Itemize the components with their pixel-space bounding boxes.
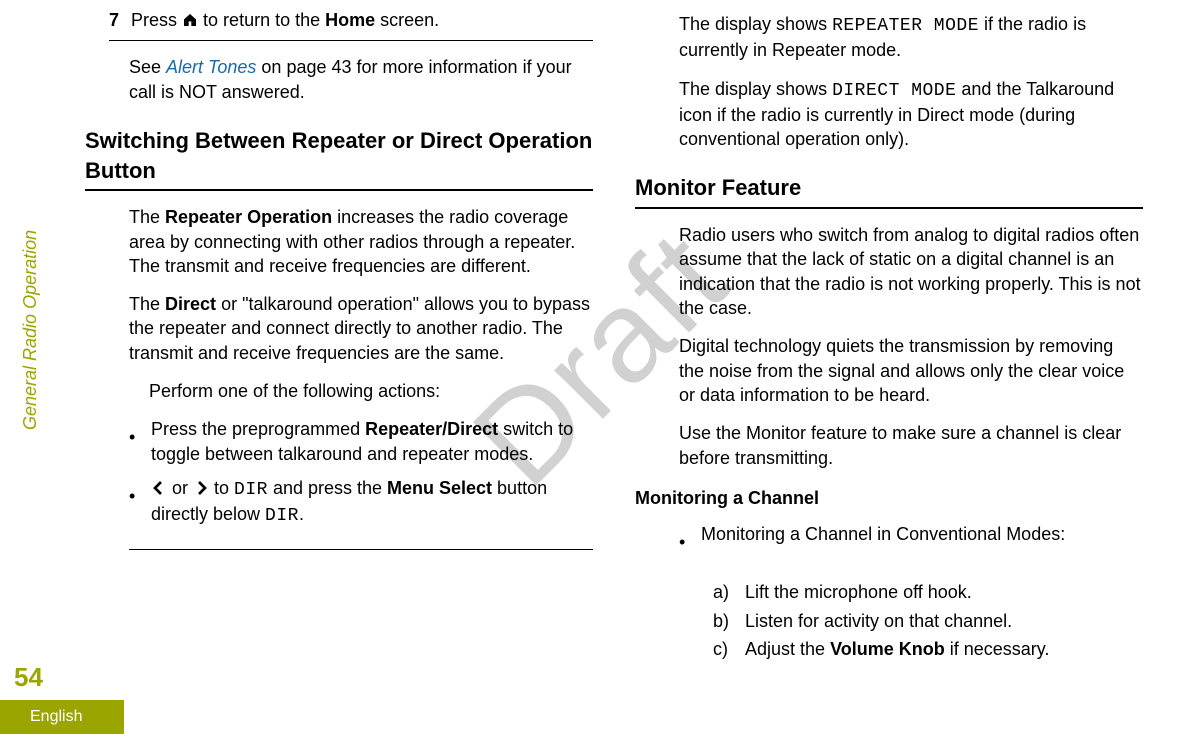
display-direct-mode: The display shows DIRECT MODE and the Ta… [679, 77, 1143, 152]
section-vertical-label: General Radio Operation [20, 230, 41, 430]
bullet-list: Press the preprogrammed Repeater/Direct … [129, 417, 593, 549]
monitor-para1: Radio users who switch from analog to di… [679, 223, 1143, 320]
b2-mono2: DIR [265, 506, 299, 526]
para-repeater-op: The Repeater Operation increases the rad… [129, 205, 593, 278]
bullet-dot-icon [129, 425, 135, 466]
sub-step-b: b) Listen for activity on that channel. [713, 609, 1143, 633]
sub-c-post: if necessary. [945, 639, 1050, 659]
disp1-mono: REPEATER MODE [832, 16, 979, 36]
column-left: 7 Press to return to the Home screen. Se… [85, 0, 593, 665]
see-alert-note: See Alert Tones on page 43 for more info… [129, 55, 593, 104]
language-indicator: English [0, 700, 124, 734]
para-direct: The Direct or "talkaround operation" all… [129, 292, 593, 365]
b2-end: . [299, 504, 304, 524]
display-repeater-mode: The display shows REPEATER MODE if the r… [679, 12, 1143, 63]
para2-pre: The [129, 294, 165, 314]
heading-repeater-direct: Switching Between Repeater or Direct Ope… [85, 126, 593, 191]
column-right: The display shows REPEATER MODE if the r… [635, 0, 1143, 665]
sub-c-text: Adjust the Volume Knob if necessary. [745, 637, 1049, 661]
step-7-pre: Press [131, 10, 182, 30]
para2-bold: Direct [165, 294, 216, 314]
b1-bold: Repeater/Direct [365, 419, 498, 439]
arrow-right-icon [193, 480, 209, 496]
home-icon [182, 12, 198, 28]
monitor-para2: Digital technology quiets the transmissi… [679, 334, 1143, 407]
sub-steps: a) Lift the microphone off hook. b) List… [713, 580, 1143, 661]
monitor-bullet: Monitoring a Channel in Conventional Mod… [679, 522, 1143, 554]
sub-a-label: a) [713, 580, 735, 604]
heading-monitoring-channel: Monitoring a Channel [635, 486, 1143, 510]
sub-step-a: a) Lift the microphone off hook. [713, 580, 1143, 604]
step-7-post: to return to the [203, 10, 325, 30]
disp2-pre: The display shows [679, 79, 832, 99]
bullet-2-text: or to DIR and press the Menu Select butt… [151, 476, 593, 529]
monitor-bullet-text: Monitoring a Channel in Conventional Mod… [701, 522, 1065, 554]
disp2-mono: DIRECT MODE [832, 81, 956, 101]
sub-b-label: b) [713, 609, 735, 633]
heading-monitor-feature: Monitor Feature [635, 173, 1143, 209]
step-7-row: 7 Press to return to the Home screen. [109, 8, 593, 41]
para1-bold: Repeater Operation [165, 207, 332, 227]
sub-b-text: Listen for activity on that channel. [745, 609, 1012, 633]
content-columns: 7 Press to return to the Home screen. Se… [85, 0, 1143, 665]
disp1-pre: The display shows [679, 14, 832, 34]
arrow-left-icon [151, 480, 167, 496]
bullet-dot-icon [129, 484, 135, 529]
para1-pre: The [129, 207, 165, 227]
sub-c-pre: Adjust the [745, 639, 830, 659]
b2-mid3: and press the [268, 478, 387, 498]
monitor-bullet-list: Monitoring a Channel in Conventional Mod… [679, 522, 1143, 574]
bullet-1-text: Press the preprogrammed Repeater/Direct … [151, 417, 593, 466]
b2-mono1: DIR [234, 480, 268, 500]
step-number: 7 [109, 8, 119, 32]
alert-tones-link[interactable]: Alert Tones [166, 57, 256, 77]
page-number: 54 [14, 662, 43, 693]
see-pre: See [129, 57, 166, 77]
b1-pre: Press the preprogrammed [151, 419, 365, 439]
bullet-2: or to DIR and press the Menu Select butt… [129, 476, 593, 529]
step-7-end: screen. [375, 10, 439, 30]
lead-in: Perform one of the following actions: [149, 379, 593, 403]
b2-mid2: to [209, 478, 234, 498]
step-7-text: Press to return to the Home screen. [131, 8, 439, 32]
monitor-para3: Use the Monitor feature to make sure a c… [679, 421, 1143, 470]
bullet-1: Press the preprogrammed Repeater/Direct … [129, 417, 593, 466]
b2-mid1: or [167, 478, 193, 498]
sub-a-text: Lift the microphone off hook. [745, 580, 972, 604]
sub-step-c: c) Adjust the Volume Knob if necessary. [713, 637, 1143, 661]
sub-c-label: c) [713, 637, 735, 661]
bullet-dot-icon [679, 530, 685, 554]
sub-c-bold: Volume Knob [830, 639, 945, 659]
step-7-bold: Home [325, 10, 375, 30]
b2-bold: Menu Select [387, 478, 492, 498]
